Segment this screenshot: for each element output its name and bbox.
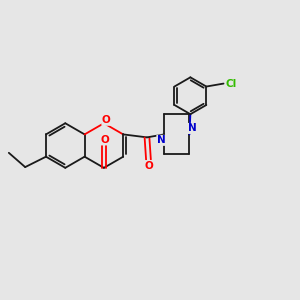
Text: N: N [188, 124, 197, 134]
Text: O: O [102, 115, 111, 125]
Text: O: O [145, 160, 154, 171]
Text: Cl: Cl [225, 79, 237, 88]
Text: N: N [157, 135, 166, 145]
Text: O: O [100, 135, 109, 145]
